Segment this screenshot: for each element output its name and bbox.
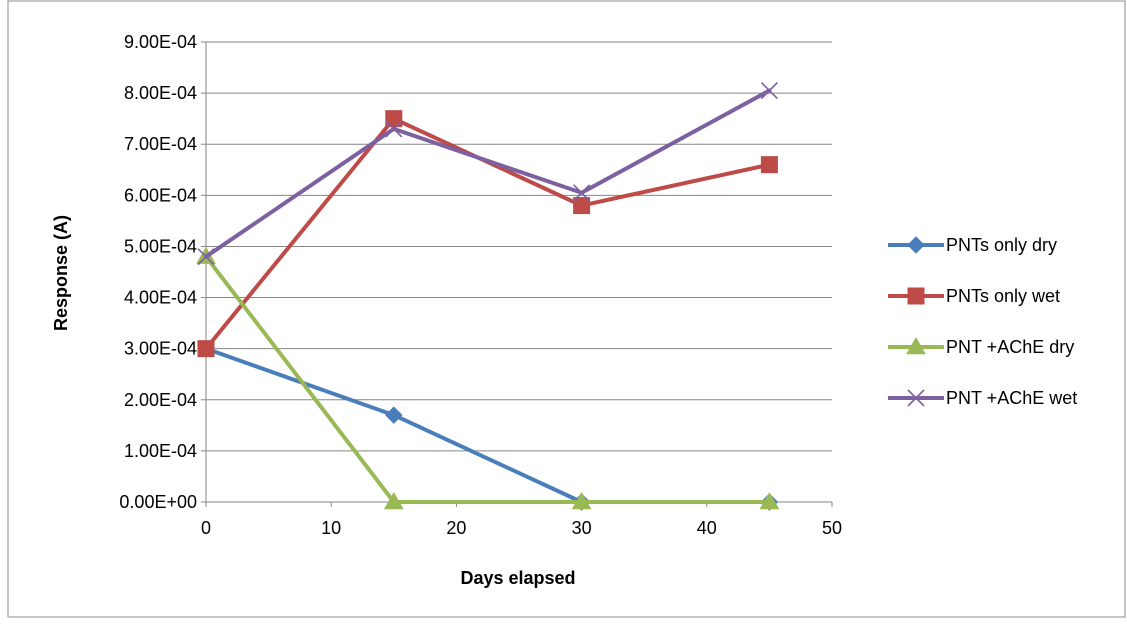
axes: 0.00E+00 1.00E-04 2.00E-04 3.00E-04 4.00E-04… [119, 32, 842, 538]
data-point-4-3 [573, 184, 591, 202]
data-point-4-1-stroke-b [197, 248, 215, 266]
y-tick-label: 4.00E-04 [124, 288, 197, 308]
x-tick-label: 30 [572, 518, 592, 538]
x-tick-label: 20 [446, 518, 466, 538]
legend-label: PNT +AChE dry [946, 337, 1074, 357]
legend-marker [907, 287, 925, 305]
chart-border [7, 0, 1126, 618]
data-point-3-3 [571, 491, 592, 510]
series-layer [196, 81, 780, 511]
data-point-4-4-stroke-b [760, 81, 778, 100]
y-tick-label: 2.00E-04 [124, 390, 197, 410]
legend-label: PNTs only wet [946, 286, 1060, 306]
legend: PNTs only dry PNTs only wet PNT +AChE dry P… [888, 235, 1077, 408]
y-tick-label: 6.00E-04 [124, 185, 197, 205]
data-point-4-1 [197, 248, 215, 266]
legend-label: PNT +AChE wet [946, 388, 1077, 408]
data-point-4-3-stroke-b [573, 184, 591, 202]
x-tick-label: 50 [822, 518, 842, 538]
data-point-2-2 [385, 110, 403, 128]
legend-marker [907, 389, 925, 407]
y-tick-label: 8.00E-04 [124, 83, 197, 103]
y-tick-label: 0.00E+00 [119, 492, 197, 512]
y-tick-label: 3.00E-04 [124, 339, 197, 359]
x-axis-title: Days elapsed [460, 568, 575, 588]
y-tick-label: 1.00E-04 [124, 441, 197, 461]
legend-label: PNTs only dry [946, 235, 1057, 255]
legend-marker [906, 336, 926, 355]
legend-entry-2: PNTs only wet [888, 286, 1060, 306]
series-line-4 [204, 88, 772, 259]
data-point-4-4 [760, 81, 778, 100]
legend-marker-stroke-b [907, 389, 925, 407]
legend-entry-4: PNT +AChE wet [888, 388, 1077, 408]
data-point-2-1 [197, 340, 215, 358]
data-point-3-2 [383, 491, 404, 510]
legend-entry-1: PNTs only dry [888, 235, 1057, 255]
legend-entry-3: PNT +AChE dry [888, 336, 1074, 357]
y-tick-label: 7.00E-04 [124, 134, 197, 154]
data-point-1-2 [385, 406, 403, 424]
data-point-4-2-stroke-b [385, 120, 403, 138]
legend-marker [907, 236, 925, 254]
x-tick-label: 0 [201, 518, 211, 538]
y-tick-label: 5.00E-04 [124, 236, 197, 256]
x-tick-label: 40 [697, 518, 717, 538]
series-line-3 [204, 254, 772, 504]
gridlines [206, 41, 832, 452]
data-point-2-3 [573, 197, 591, 215]
y-tick-label: 9.00E-04 [124, 32, 197, 52]
x-tick-label: 10 [321, 518, 341, 538]
data-point-3-4 [759, 491, 780, 510]
y-axis-title: Response (A) [51, 215, 71, 331]
data-point-2-4 [760, 156, 778, 174]
data-point-4-2 [385, 120, 403, 138]
series-4 [197, 81, 778, 266]
